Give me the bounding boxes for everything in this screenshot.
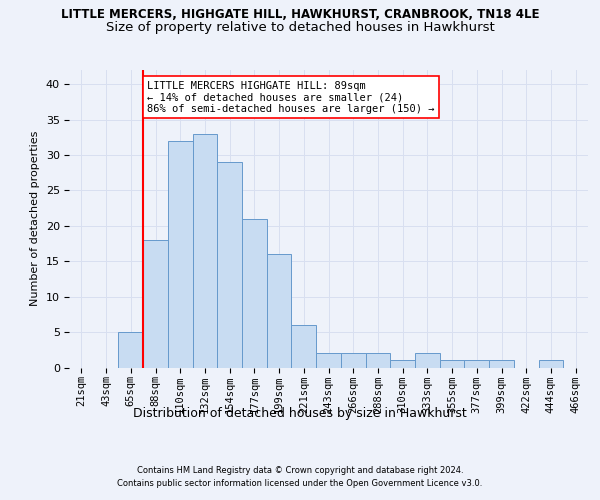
- Text: LITTLE MERCERS, HIGHGATE HILL, HAWKHURST, CRANBROOK, TN18 4LE: LITTLE MERCERS, HIGHGATE HILL, HAWKHURST…: [61, 8, 539, 20]
- Bar: [489, 360, 514, 368]
- Bar: [341, 354, 365, 368]
- Bar: [365, 354, 390, 368]
- Text: Size of property relative to detached houses in Hawkhurst: Size of property relative to detached ho…: [106, 21, 494, 34]
- Bar: [168, 141, 193, 368]
- Text: Distribution of detached houses by size in Hawkhurst: Distribution of detached houses by size …: [133, 408, 467, 420]
- Bar: [242, 219, 267, 368]
- Bar: [390, 360, 415, 368]
- Bar: [539, 360, 563, 368]
- Bar: [464, 360, 489, 368]
- Bar: [415, 354, 440, 368]
- Text: Contains public sector information licensed under the Open Government Licence v3: Contains public sector information licen…: [118, 479, 482, 488]
- Bar: [440, 360, 464, 368]
- Bar: [217, 162, 242, 368]
- Bar: [267, 254, 292, 368]
- Bar: [193, 134, 217, 368]
- Bar: [316, 354, 341, 368]
- Bar: [118, 332, 143, 368]
- Y-axis label: Number of detached properties: Number of detached properties: [30, 131, 40, 306]
- Text: LITTLE MERCERS HIGHGATE HILL: 89sqm
← 14% of detached houses are smaller (24)
86: LITTLE MERCERS HIGHGATE HILL: 89sqm ← 14…: [147, 80, 434, 114]
- Text: Contains HM Land Registry data © Crown copyright and database right 2024.: Contains HM Land Registry data © Crown c…: [137, 466, 463, 475]
- Bar: [292, 325, 316, 368]
- Bar: [143, 240, 168, 368]
